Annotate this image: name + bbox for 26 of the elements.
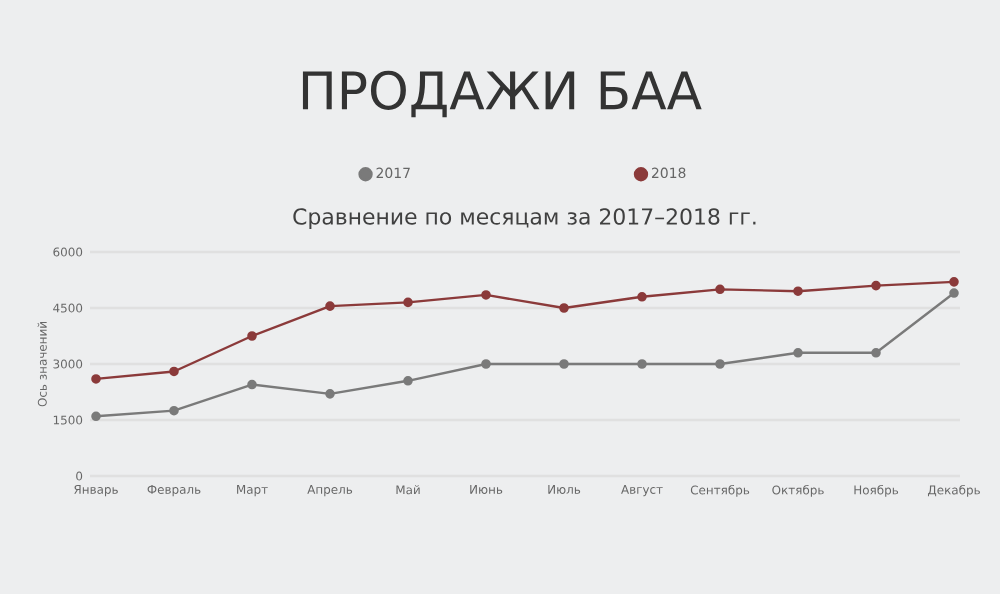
point bbox=[949, 288, 959, 298]
point bbox=[871, 280, 881, 291]
point bbox=[793, 286, 803, 296]
point bbox=[637, 292, 647, 302]
point bbox=[247, 379, 257, 390]
point bbox=[559, 303, 569, 313]
chart-subtitle: Сравнение по месяцам за 2017–2018 гг. bbox=[293, 208, 756, 230]
point bbox=[403, 376, 413, 386]
point bbox=[247, 331, 257, 341]
point bbox=[715, 284, 725, 295]
point bbox=[169, 405, 179, 416]
point bbox=[637, 359, 647, 369]
point bbox=[871, 348, 881, 358]
point bbox=[325, 389, 335, 399]
point bbox=[91, 374, 101, 384]
point bbox=[169, 366, 179, 377]
point bbox=[325, 301, 335, 311]
point bbox=[481, 359, 491, 369]
point bbox=[403, 297, 413, 308]
point bbox=[559, 359, 569, 369]
point bbox=[715, 359, 725, 369]
point bbox=[481, 290, 491, 300]
point bbox=[793, 348, 803, 358]
point bbox=[91, 411, 101, 422]
chart-title: ПРОДАЖИ БАА bbox=[302, 70, 702, 118]
point bbox=[949, 277, 959, 287]
